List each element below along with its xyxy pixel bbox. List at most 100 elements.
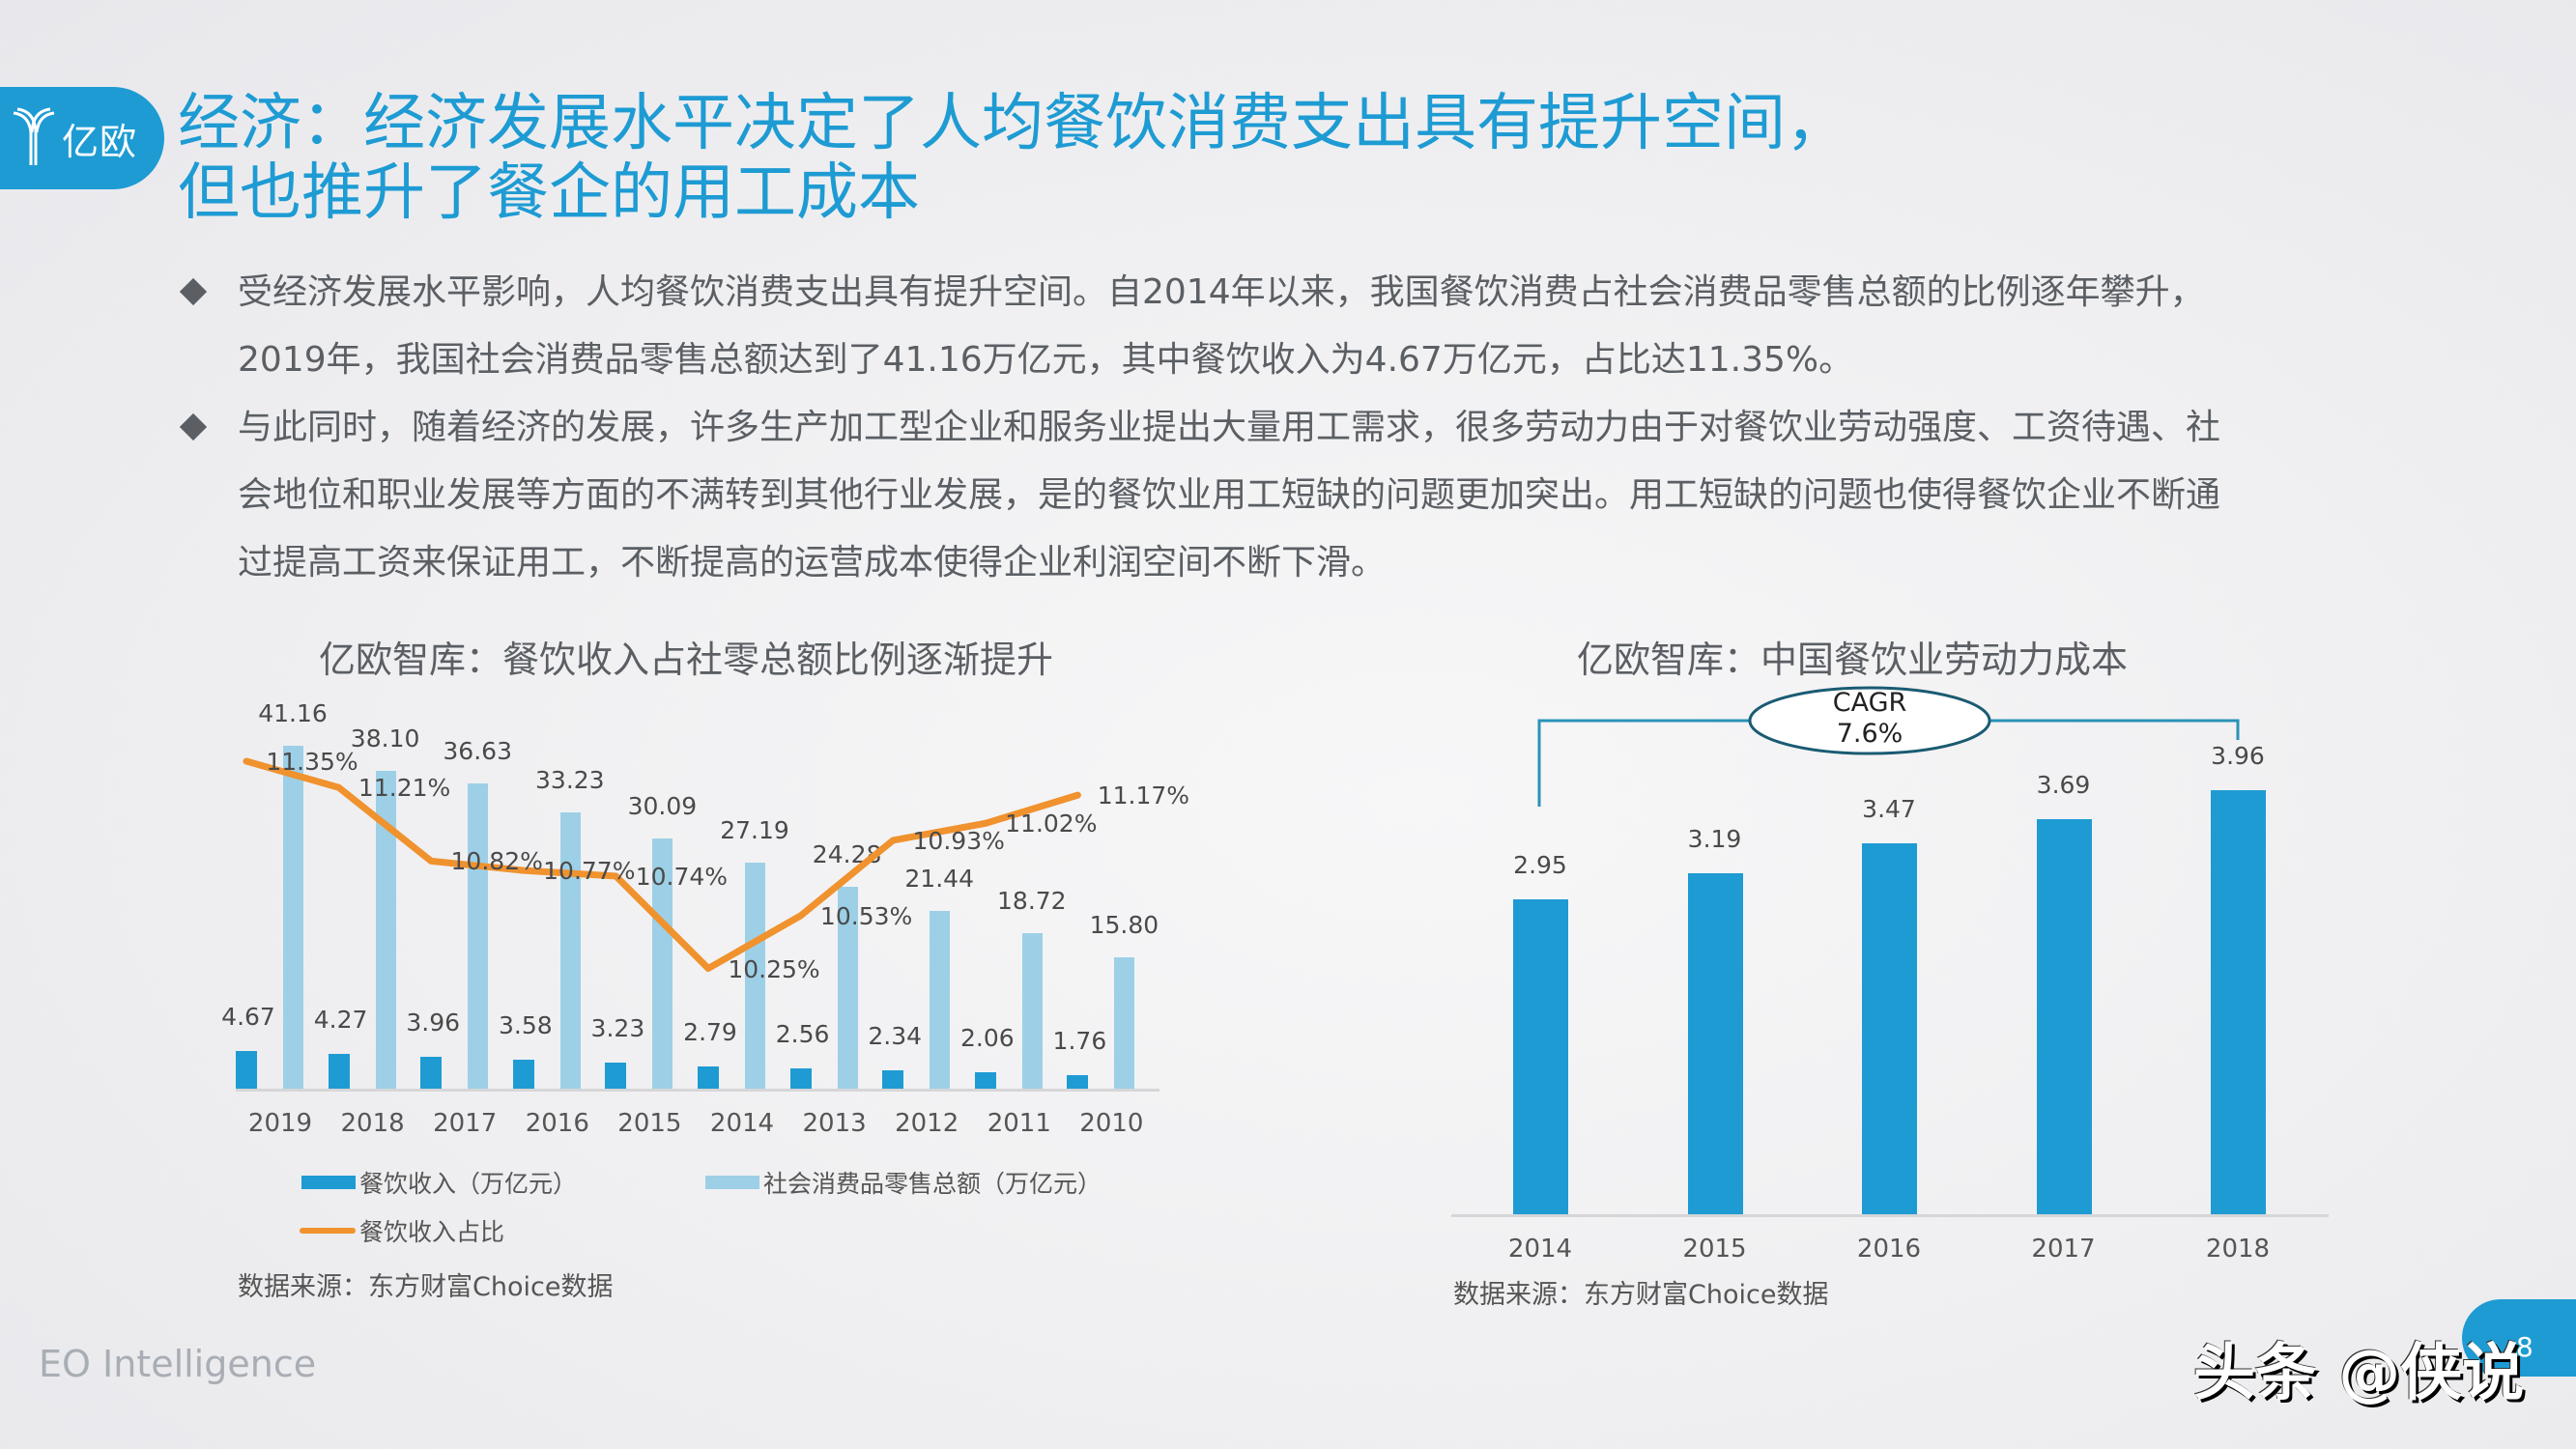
bar-retail-total [559,811,581,1090]
left-chart-source: 数据来源：东方财富Choice数据 [238,1272,614,1302]
value-label: 24.28 [812,839,882,868]
value-label: 41.16 [258,698,328,727]
bar-restaurant-revenue [420,1056,443,1090]
percent-label: 10.74% [635,862,729,891]
value-label: 3.96 [406,1008,461,1037]
value-label: 2.95 [1513,850,1567,879]
x-axis-label: 2013 [802,1109,867,1138]
bar-labor-cost [1862,842,1917,1215]
cagr-bracket [1537,686,2240,807]
value-label: 3.19 [1687,824,1742,853]
x-axis-label: 2018 [340,1109,405,1138]
value-label: 33.23 [535,765,605,794]
page-number-tab [2462,1299,2576,1377]
value-label: 15.80 [1089,911,1159,940]
x-axis-label: 2015 [1682,1235,1747,1264]
bullet-item: 受经济发展水平影响，人均餐饮消费支出具有提升空间。自2014年以来，我国餐饮消费… [179,259,2402,394]
percent-label: 10.53% [819,901,913,930]
right-chart-source: 数据来源：东方财富Choice数据 [1453,1280,1829,1310]
x-axis-label: 2014 [709,1109,775,1138]
value-label: 3.58 [498,1011,553,1040]
legend-swatch-line [300,1228,356,1234]
bar-restaurant-revenue [328,1054,350,1090]
percent-label: 10.77% [543,857,636,886]
bar-labor-cost [2211,790,2266,1215]
eo-intelligence-brand: EO Intelligence [39,1343,317,1385]
bar-restaurant-revenue [882,1069,904,1090]
x-axis-label: 2011 [987,1109,1051,1138]
bar-retail-total [1114,957,1135,1090]
x-axis-label: 2010 [1079,1109,1144,1138]
watermark: 头条 @侠说 [2193,1338,2525,1409]
x-axis-label: 2019 [247,1109,313,1138]
value-label: 4.67 [221,1002,275,1031]
logo-text: 亿欧 [62,120,138,163]
x-axis-label: 2017 [2031,1235,2096,1264]
value-label: 38.10 [350,724,420,753]
x-axis-label: 2015 [617,1109,682,1138]
percent-label: 11.02% [1005,810,1098,838]
share-line [243,757,1081,972]
percent-label: 11.35% [266,748,358,776]
percent-label: 10.25% [728,954,820,983]
value-label: 2.34 [868,1021,923,1050]
value-label: 3.23 [590,1014,645,1043]
x-axis-label: 2012 [895,1109,959,1138]
bar-restaurant-revenue [974,1072,996,1090]
value-label: 1.76 [1052,1026,1107,1055]
bar-restaurant-revenue [605,1063,627,1090]
bar-restaurant-revenue [512,1060,534,1090]
value-label: 2.56 [775,1019,830,1048]
value-label: 2.79 [683,1017,737,1046]
cagr-label: CAGR 7.6% [1832,688,1907,749]
x-axis-label: 2016 [1856,1235,1922,1264]
logo-badge: 亿欧 [0,87,164,189]
value-label: 18.72 [997,887,1067,916]
right-chart-baseline [1451,1214,2329,1217]
x-axis-label: 2018 [2205,1235,2271,1264]
x-axis-label: 2017 [433,1109,498,1138]
bar-restaurant-revenue [698,1065,719,1090]
value-label: 21.44 [904,864,974,893]
value-label: 2.06 [959,1024,1015,1053]
percent-label: 10.93% [912,826,1005,855]
percent-label: 11.17% [1097,781,1190,810]
bar-retail-total [930,910,951,1090]
left-chart-title: 亿欧智库：餐饮收入占社零总额比例逐渐提升 [319,639,1054,681]
bar-retail-total [468,783,489,1090]
bar-restaurant-revenue [236,1050,257,1090]
value-label: 3.96 [2211,742,2265,771]
bar-retail-total [837,886,858,1090]
legend-swatch-dark [301,1176,356,1189]
legend-item-retail-total: 社会消费品零售总额（万亿元） [705,1165,1102,1200]
x-axis-label: 2016 [525,1109,589,1138]
legend-item-restaurant-revenue: 餐饮收入（万亿元） [301,1165,577,1200]
value-label: 30.09 [627,791,698,820]
bar-retail-total [283,745,303,1090]
legend-swatch-light [705,1176,759,1189]
bar-retail-total [375,771,396,1090]
bar-labor-cost [2036,819,2092,1215]
x-axis-label: 2014 [1507,1235,1573,1264]
value-label: 36.63 [443,737,512,766]
value-label: 27.19 [720,815,789,844]
percent-label: 10.82% [450,847,543,876]
bar-retail-total [652,838,673,1090]
bar-retail-total [745,862,765,1090]
bar-labor-cost [1687,872,1743,1215]
percent-label: 11.21% [358,774,451,803]
restaurant-share-chart: 4.67 41.16 2019 4.27 38.10 2018 3.96 36.63 2017 3… [0,0,1256,1449]
value-label: 4.27 [313,1006,368,1035]
legend-item-share: 餐饮收入占比 [300,1213,504,1248]
bar-retail-total [1021,933,1043,1090]
left-chart-baseline [236,1089,1159,1092]
bullet-item: 与此同时，随着经济的发展，许多生产加工型企业和服务业提出大量用工需求，很多劳动力… [179,394,2402,597]
right-chart-title: 亿欧智库：中国餐饮业劳动力成本 [1577,639,2129,681]
bullet-list: 受经济发展水平影响，人均餐饮消费支出具有提升空间。自2014年以来，我国餐饮消费… [179,259,2402,597]
yiou-logo-icon [13,107,55,165]
value-label: 3.47 [1862,794,1916,823]
bar-labor-cost [1513,898,1568,1215]
value-label: 3.69 [2036,771,2091,800]
bar-restaurant-revenue [789,1067,812,1090]
